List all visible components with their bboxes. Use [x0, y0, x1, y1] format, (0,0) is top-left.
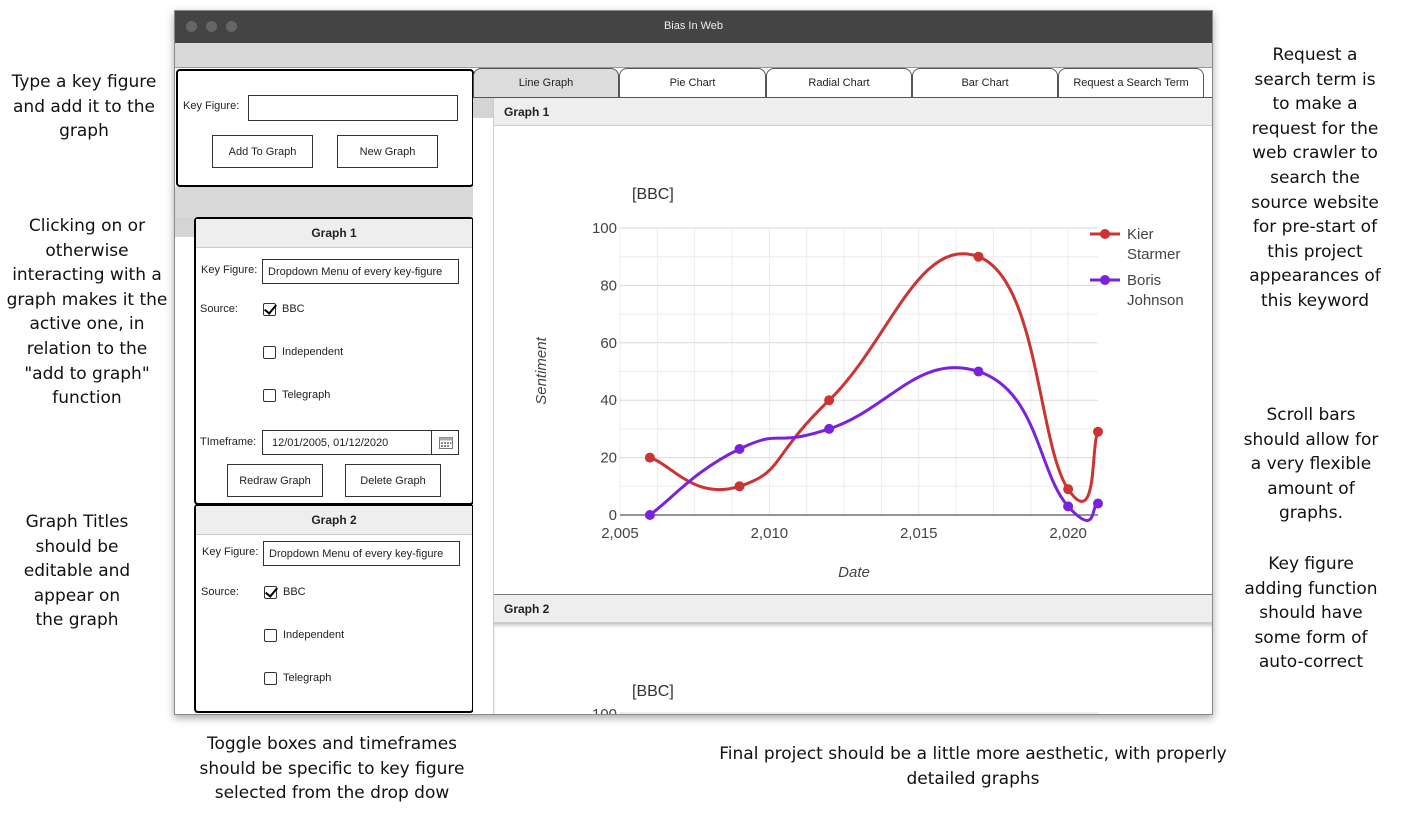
graph2-chart-area[interactable]: [BBC] 100	[494, 623, 1212, 714]
note-scroll: Scroll bars should allow for a very flex…	[1243, 405, 1379, 524]
tab-strip-border	[473, 97, 1212, 98]
graph1-independent-checkbox[interactable]	[263, 346, 276, 359]
left-scroll-thumb[interactable]	[175, 217, 195, 237]
graph1-key-figure-label: Key Figure:	[201, 264, 258, 276]
note-graph-titles: Graph Titles should be editable and appe…	[23, 512, 131, 631]
graph2-telegraph-checkbox[interactable]	[264, 672, 277, 685]
left-scroll-track[interactable]	[175, 217, 196, 714]
data-point	[644, 452, 655, 463]
key-figure-input[interactable]	[248, 95, 458, 121]
graph2-line-chart[interactable]: [BBC] 100	[494, 623, 1211, 714]
data-point	[1063, 501, 1074, 512]
graph1-timeframe-label: TImeframe:	[200, 436, 257, 448]
tab-request-search-term[interactable]: Request a Search Term	[1058, 68, 1204, 97]
x-axis-label: Date	[838, 564, 870, 581]
graph2-bbc-label: BBC	[283, 586, 306, 598]
y-tick-label: 80	[600, 277, 617, 294]
y-axis-label: Sentiment	[533, 336, 550, 404]
tab-bar-chart[interactable]: Bar Chart	[912, 68, 1058, 97]
graph1-bbc-checkbox[interactable]	[263, 303, 276, 316]
graph1-source-label: Source:	[200, 303, 238, 315]
graph1-settings-panel[interactable]: Graph 1 Key Figure: Dropdown Menu of eve…	[194, 217, 474, 505]
panel-separator	[175, 187, 473, 217]
data-point	[1093, 498, 1103, 509]
tab-radial-chart[interactable]: Radial Chart	[766, 68, 912, 97]
tab-pie-chart[interactable]: Pie Chart	[619, 68, 766, 97]
graph1-key-figure-dropdown[interactable]: Dropdown Menu of every key-figure	[262, 259, 459, 284]
graph2-source-label: Source:	[201, 586, 239, 598]
graph1-timeframe-input[interactable]: 12/01/2005, 01/12/2020	[262, 430, 432, 455]
graph1-panel-title[interactable]: Graph 1	[196, 219, 472, 248]
chart-title: [BBC]	[632, 186, 674, 203]
y-tick-label: 100	[592, 706, 617, 714]
note-aesthetic: Final project should be a little more ae…	[719, 744, 1227, 789]
title-bar: Bias In Web	[175, 11, 1212, 43]
data-point	[1063, 484, 1074, 495]
data-point	[824, 395, 835, 406]
graph1-independent-label: Independent	[282, 346, 344, 358]
x-tick-label: 2,020	[1049, 525, 1087, 542]
legend-label: Kier	[1127, 226, 1154, 243]
legend-label: Boris	[1127, 272, 1161, 289]
maximize-window-icon[interactable]	[226, 21, 237, 32]
y-tick-label: 60	[600, 335, 617, 352]
data-point	[734, 481, 745, 492]
minimize-window-icon[interactable]	[206, 21, 217, 32]
graph2-independent-label: Independent	[283, 629, 345, 641]
graph2-bbc-checkbox[interactable]	[264, 586, 277, 599]
note-request: Request a search term is to make a reque…	[1249, 45, 1381, 311]
legend-label: Johnson	[1127, 292, 1184, 309]
chart-title: [BBC]	[632, 683, 674, 700]
toolbar	[175, 43, 1212, 68]
legend-marker	[1100, 275, 1110, 285]
calendar-icon[interactable]	[431, 430, 459, 455]
graph2-key-figure-dropdown[interactable]: Dropdown Menu of every key-figure	[263, 541, 460, 566]
app-window: Bias In Web Key Figure: Add To Graph New…	[174, 10, 1213, 715]
note-toggle: Toggle boxes and timeframes should be sp…	[199, 734, 465, 804]
y-tick-label: 40	[600, 392, 617, 409]
graph1-telegraph-label: Telegraph	[282, 389, 331, 401]
x-tick-label: 2,010	[751, 525, 789, 542]
note-autocorrect: Key figure adding function should have s…	[1244, 554, 1378, 673]
x-tick-label: 2,015	[900, 525, 938, 542]
delete-graph-button[interactable]: Delete Graph	[345, 464, 441, 497]
note-active-graph: Clicking on or otherwise interacting wit…	[6, 216, 168, 409]
note-key-figure: Type a key figure and add it to the grap…	[11, 72, 157, 142]
main-scroll-track[interactable]	[473, 98, 494, 714]
tab-line-graph[interactable]: Line Graph	[473, 68, 619, 97]
graph2-settings-panel[interactable]: Graph 2 Key Figure: Dropdown Menu of eve…	[194, 504, 474, 713]
left-pane: Key Figure: Add To Graph New Graph Graph…	[175, 68, 474, 714]
new-graph-button[interactable]: New Graph	[337, 135, 438, 168]
graph1-section-title[interactable]: Graph 1	[494, 98, 1212, 126]
data-point	[973, 251, 984, 262]
graph1-bbc-label: BBC	[282, 303, 305, 315]
graph2-section-title[interactable]: Graph 2	[494, 595, 1212, 623]
add-to-graph-button[interactable]: Add To Graph	[212, 135, 313, 168]
key-figure-label: Key Figure:	[183, 100, 240, 112]
close-window-icon[interactable]	[186, 21, 197, 32]
redraw-graph-button[interactable]: Redraw Graph	[227, 464, 323, 497]
data-point	[973, 366, 984, 377]
data-point	[734, 443, 745, 454]
y-tick-label: 0	[609, 507, 617, 524]
graph2-independent-checkbox[interactable]	[264, 629, 277, 642]
legend-label: Starmer	[1127, 246, 1180, 263]
data-point	[1093, 426, 1103, 437]
main-scroll-thumb[interactable]	[473, 98, 493, 118]
y-tick-label: 20	[600, 450, 617, 467]
data-point	[644, 510, 655, 520]
graph1-chart-area[interactable]: [BBC] 0 20 40 60 80 100 2,005 2,010 2,015 2,020 Dat…	[494, 126, 1212, 595]
window-title: Bias In Web	[663, 20, 724, 32]
graph2-panel-title[interactable]: Graph 2	[196, 506, 472, 535]
y-tick-label: 100	[592, 220, 617, 237]
add-key-figure-panel: Key Figure: Add To Graph New Graph	[176, 69, 474, 187]
x-tick-label: 2,005	[601, 525, 639, 542]
legend-marker	[1100, 229, 1110, 239]
graph2-key-figure-label: Key Figure:	[202, 546, 259, 558]
data-point	[824, 423, 835, 434]
graph2-telegraph-label: Telegraph	[283, 672, 332, 684]
graph1-line-chart[interactable]: [BBC] 0 20 40 60 80 100 2,005 2,010 2,015 2,020 Dat…	[494, 126, 1211, 594]
graph1-telegraph-checkbox[interactable]	[263, 389, 276, 402]
